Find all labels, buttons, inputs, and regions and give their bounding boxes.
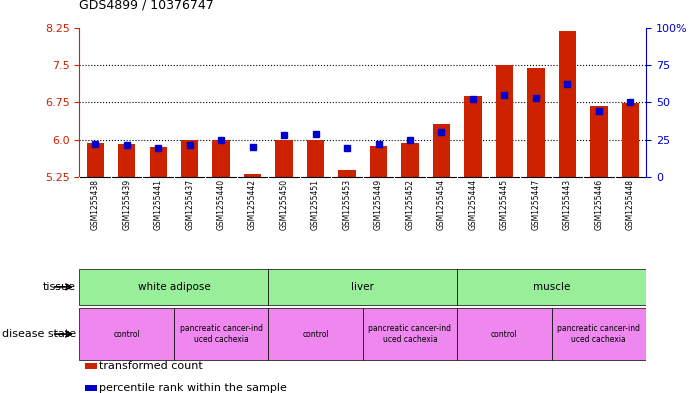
Bar	[174, 308, 268, 360]
Bar	[276, 140, 293, 177]
Text: white adipose: white adipose	[138, 282, 210, 292]
Text: GSM1255453: GSM1255453	[343, 179, 352, 230]
Bar	[118, 144, 135, 177]
Text: GSM1255450: GSM1255450	[280, 179, 289, 230]
Bar	[244, 174, 261, 177]
Bar	[370, 146, 387, 177]
Bar	[464, 96, 482, 177]
Text: pancreatic cancer-ind
uced cachexia: pancreatic cancer-ind uced cachexia	[368, 324, 451, 344]
Bar	[268, 269, 457, 305]
Bar	[551, 308, 646, 360]
Text: pancreatic cancer-ind
uced cachexia: pancreatic cancer-ind uced cachexia	[180, 324, 263, 344]
Bar	[307, 140, 324, 177]
Text: GSM1255445: GSM1255445	[500, 179, 509, 230]
Text: GSM1255449: GSM1255449	[374, 179, 383, 230]
Bar	[433, 123, 450, 177]
Text: GSM1255446: GSM1255446	[594, 179, 603, 230]
Text: GSM1255442: GSM1255442	[248, 179, 257, 230]
Bar	[85, 363, 97, 369]
Bar	[86, 143, 104, 177]
Bar	[181, 140, 198, 177]
Bar	[622, 103, 639, 177]
Bar	[79, 308, 174, 360]
Text: GSM1255441: GSM1255441	[153, 179, 162, 230]
Text: control: control	[302, 330, 329, 338]
Text: GSM1255448: GSM1255448	[626, 179, 635, 230]
Text: control: control	[491, 330, 518, 338]
Text: GSM1255443: GSM1255443	[563, 179, 572, 230]
Bar	[363, 308, 457, 360]
Text: GSM1255451: GSM1255451	[311, 179, 320, 230]
Bar	[527, 68, 545, 177]
Text: GSM1255437: GSM1255437	[185, 179, 194, 230]
Text: control: control	[113, 330, 140, 338]
Bar	[339, 171, 356, 177]
Text: GSM1255438: GSM1255438	[91, 179, 100, 230]
Text: GSM1255452: GSM1255452	[406, 179, 415, 230]
Text: muscle: muscle	[533, 282, 570, 292]
Bar	[149, 147, 167, 177]
Bar	[212, 140, 230, 177]
Bar	[79, 269, 268, 305]
Text: GSM1255454: GSM1255454	[437, 179, 446, 230]
Bar	[457, 269, 646, 305]
Text: GDS4899 / 10376747: GDS4899 / 10376747	[79, 0, 214, 12]
Bar	[85, 385, 97, 391]
Text: percentile rank within the sample: percentile rank within the sample	[100, 383, 287, 393]
Text: pancreatic cancer-ind
uced cachexia: pancreatic cancer-ind uced cachexia	[558, 324, 641, 344]
Bar	[590, 106, 607, 177]
Bar	[457, 308, 551, 360]
Text: disease state: disease state	[2, 329, 76, 339]
Text: transformed count: transformed count	[100, 361, 203, 371]
Text: liver: liver	[351, 282, 375, 292]
Bar	[401, 143, 419, 177]
Text: GSM1255444: GSM1255444	[468, 179, 477, 230]
Text: tissue: tissue	[43, 282, 76, 292]
Text: GSM1255440: GSM1255440	[216, 179, 226, 230]
Text: GSM1255439: GSM1255439	[122, 179, 131, 230]
Text: GSM1255447: GSM1255447	[531, 179, 540, 230]
Bar	[495, 65, 513, 177]
Bar	[268, 308, 363, 360]
Bar	[559, 31, 576, 177]
